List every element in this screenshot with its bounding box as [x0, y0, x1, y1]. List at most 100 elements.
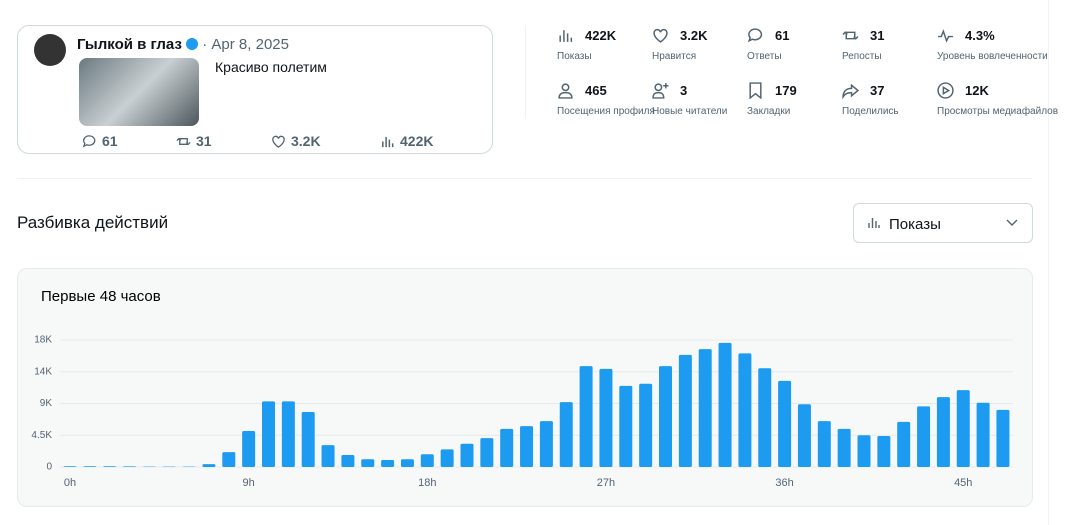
metric-value: 31	[870, 28, 885, 43]
metric-value: 422K	[585, 28, 617, 43]
like-stat[interactable]: 3.2K	[271, 133, 321, 149]
x-tick-label: 27h	[597, 477, 615, 489]
bar	[778, 380, 792, 467]
bar	[678, 354, 692, 467]
metric-value: 179	[775, 83, 797, 98]
bar	[301, 411, 315, 467]
bar	[857, 435, 871, 467]
x-tick-label: 45h	[954, 477, 972, 489]
media-thumbnail[interactable]	[79, 58, 199, 126]
verified-badge	[186, 38, 199, 50]
metric-label: Поделились	[842, 106, 899, 117]
y-tick-label: 0	[46, 462, 52, 473]
metric-label: Посещения профиля	[557, 106, 655, 117]
bar	[877, 435, 891, 467]
metric-icon	[559, 30, 573, 42]
bar	[420, 454, 434, 467]
metric-value: 4.3%	[965, 28, 995, 43]
divider	[17, 178, 1032, 179]
bar	[281, 401, 295, 467]
metric-label: Ответы	[747, 51, 782, 62]
x-tick-label: 18h	[418, 477, 436, 489]
bar	[480, 438, 494, 467]
bar	[83, 466, 97, 467]
metric-value: 3.2K	[680, 28, 708, 43]
metric-value: 465	[585, 83, 607, 98]
bar	[738, 353, 752, 467]
y-tick-label: 4.5K	[31, 430, 52, 441]
date: Apr 8, 2025	[211, 36, 289, 53]
bar	[639, 383, 653, 467]
bar	[996, 409, 1010, 467]
x-tick-label: 9h	[243, 477, 255, 489]
dropdown[interactable]: Показы	[853, 203, 1033, 243]
metric-icon	[937, 82, 954, 99]
bar	[718, 342, 732, 467]
y-tick-label: 18K	[34, 335, 52, 346]
metric-label: Закладки	[747, 106, 791, 117]
bar	[103, 466, 117, 467]
metric-icon	[842, 83, 859, 99]
likes: 3.2K	[291, 133, 321, 149]
x-tick-label: 0h	[64, 477, 76, 489]
metric-label: Уровень вовлеченности	[937, 51, 1048, 62]
scroll-border	[1048, 0, 1049, 525]
bar	[321, 445, 335, 467]
bar	[341, 455, 355, 467]
bar	[222, 452, 236, 467]
metric-value: 12K	[965, 83, 989, 98]
metric-icon	[558, 83, 573, 99]
repost-stat[interactable]: 31	[176, 133, 212, 149]
metric-icon	[842, 31, 859, 40]
tweet-text: Красиво полетим	[215, 59, 327, 75]
metric-value: 3	[680, 83, 688, 98]
metric-icon	[653, 28, 668, 43]
bar	[63, 466, 77, 467]
bar	[837, 428, 851, 467]
metric-label: Новые читатели	[652, 106, 728, 117]
chart-title: Первые 48 часов	[41, 288, 161, 305]
bar	[659, 366, 672, 467]
metric-label: Просмотры медиафайлов	[937, 106, 1059, 117]
metric-label: Показы	[557, 51, 592, 62]
replies: 61	[102, 133, 118, 149]
bar	[917, 406, 931, 467]
avatar[interactable]	[34, 34, 66, 66]
bar	[123, 466, 137, 467]
bar	[539, 421, 553, 467]
bar	[579, 366, 593, 467]
views: 422K	[400, 133, 434, 149]
x-tick-label: 36h	[775, 477, 793, 489]
bar	[897, 421, 911, 467]
reply-stat[interactable]: 61	[82, 133, 118, 149]
chart: Первые 48 часов 0 4.5K 9K 14K 18K 0h 9h 18h 27h 3…	[31, 288, 1013, 489]
view-stat[interactable]: 422K	[380, 133, 433, 149]
metric-value: 61	[775, 28, 790, 43]
divider	[525, 25, 526, 119]
tweet-card[interactable]	[17, 25, 493, 154]
bar	[262, 401, 275, 467]
y-tick-label: 9K	[40, 398, 53, 409]
metric-icon	[652, 83, 669, 99]
reposts: 31	[196, 133, 212, 149]
dropdown-label: Показы	[889, 216, 941, 233]
bar	[976, 402, 990, 467]
bar	[599, 368, 613, 467]
bar	[381, 459, 395, 467]
bar	[440, 449, 454, 467]
y-tick-label: 14K	[34, 366, 52, 377]
bar	[361, 459, 375, 467]
metric-icon	[938, 29, 953, 43]
metric-label: Репосты	[842, 51, 882, 62]
bar	[797, 404, 811, 467]
bar	[520, 426, 534, 467]
metric-icon	[747, 28, 763, 43]
bar	[242, 431, 256, 467]
metric-label: Нравится	[652, 51, 697, 62]
tweet-header: Гылкой в глаз · Apr 8, 2025	[77, 36, 289, 53]
bar	[936, 397, 950, 467]
bar	[956, 390, 970, 467]
author[interactable]: Гылкой в глаз	[77, 36, 182, 53]
bar	[202, 464, 216, 467]
